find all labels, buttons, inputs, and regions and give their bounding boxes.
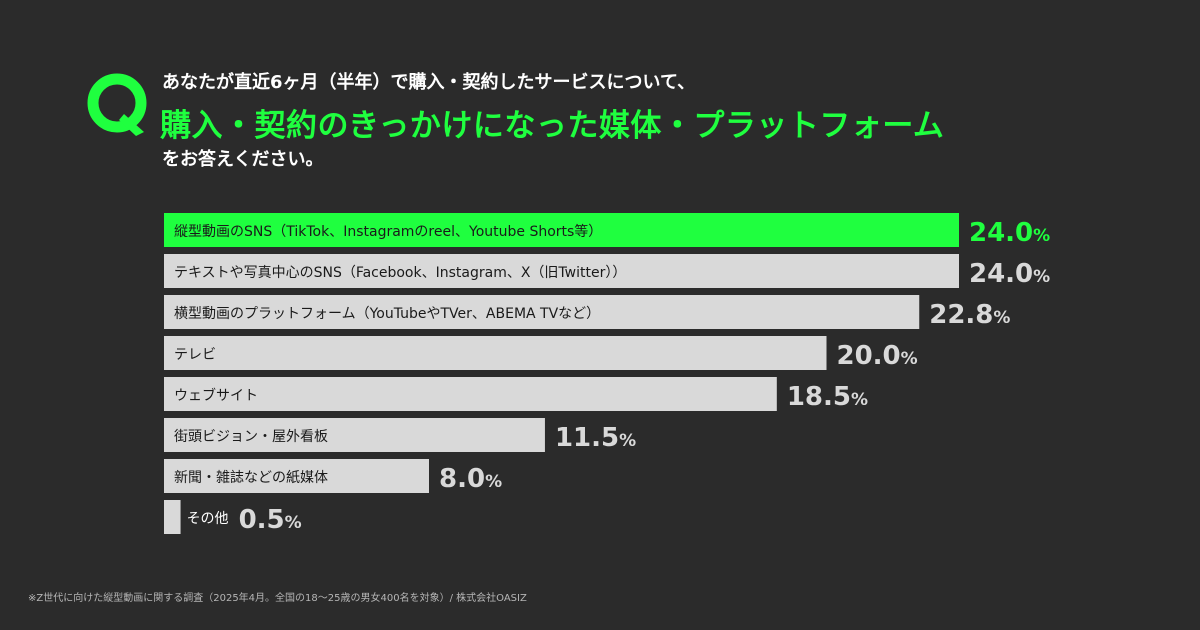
- bar-0: [164, 213, 959, 247]
- footnote: ※Z世代に向けた縦型動画に関する調査（2025年4月。全国の18〜25歳の男女4…: [28, 593, 527, 604]
- question-title: 購入・契約のきっかけになった媒体・プラットフォーム: [160, 108, 945, 144]
- bar-value-5: 11.5%: [555, 423, 636, 453]
- bar-value-3: 20.0%: [837, 341, 918, 371]
- bar-6: [164, 459, 429, 493]
- bar-value-6: 8.0%: [439, 464, 502, 494]
- bar-value-4: 18.5%: [787, 382, 868, 412]
- bar-label-6: 新聞・雑誌などの紙媒体: [174, 470, 328, 486]
- q-badge-icon: [87, 73, 147, 136]
- bar-label-5: 街頭ビジョン・屋外看板: [174, 429, 328, 445]
- bar-label-0: 縦型動画のSNS（TikTok、Instagramのreel、Youtube S…: [174, 223, 602, 240]
- question-line-3: をお答えください。: [162, 149, 324, 170]
- bar-label-7: その他: [187, 511, 229, 527]
- bar-4: [164, 377, 777, 411]
- bar-7: [164, 500, 181, 534]
- bar-label-1: テキストや写真中心のSNS（Facebook、Instagram、X（旧Twit…: [174, 265, 626, 281]
- bar-value-7: 0.5%: [239, 505, 302, 535]
- bar-1: [164, 254, 959, 288]
- bar-2: [164, 295, 920, 329]
- question-line-1: あなたが直近6ヶ月（半年）で購入・契約したサービスについて、: [162, 72, 696, 93]
- bar-label-3: テレビ: [174, 347, 216, 363]
- bar-value-1: 24.0%: [969, 259, 1050, 289]
- bar-label-2: 横型動画のプラットフォーム（YouTubeやTVer、ABEMA TVなど）: [174, 306, 600, 322]
- bar-value-0: 24.0%: [969, 218, 1050, 248]
- bar-value-2: 22.8%: [929, 300, 1010, 330]
- bar-5: [164, 418, 545, 452]
- bar-3: [164, 336, 827, 370]
- bar-label-4: ウェブサイト: [174, 387, 258, 404]
